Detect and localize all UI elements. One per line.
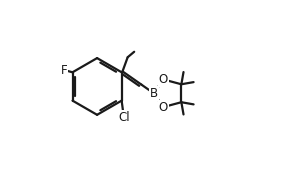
Text: O: O (159, 73, 168, 86)
Text: F: F (61, 64, 67, 77)
Text: Cl: Cl (119, 111, 130, 124)
Text: B: B (150, 87, 158, 100)
Text: O: O (159, 101, 168, 114)
